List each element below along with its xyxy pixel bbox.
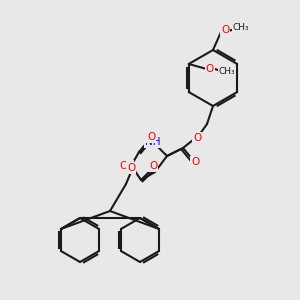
Text: O: O	[221, 25, 229, 35]
Text: CH₃: CH₃	[218, 68, 235, 76]
Text: O: O	[147, 132, 155, 142]
Text: O: O	[191, 157, 199, 167]
Text: O⁻: O⁻	[119, 161, 133, 171]
Text: NH: NH	[145, 137, 161, 147]
Text: CH₃: CH₃	[233, 22, 249, 32]
Text: O: O	[206, 64, 214, 74]
Text: O: O	[149, 161, 157, 171]
Text: O: O	[193, 133, 201, 143]
Text: O: O	[127, 163, 135, 173]
